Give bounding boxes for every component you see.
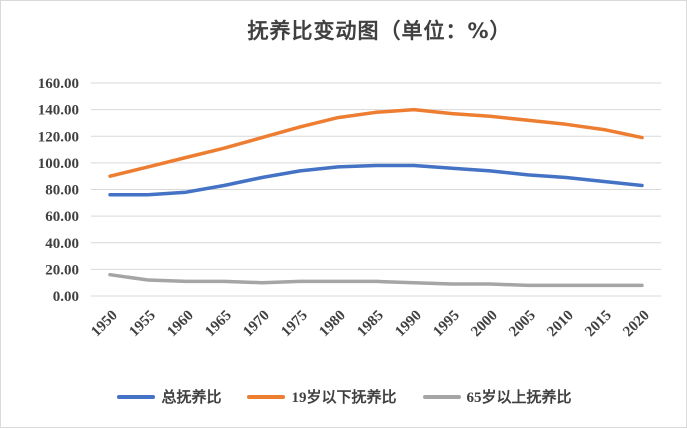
y-tick-label: 0.00: [53, 289, 79, 305]
chart-title: 抚养比变动图（单位：%）: [247, 19, 512, 43]
series-line-1: [108, 107, 644, 178]
x-tick-label: 1990: [392, 308, 425, 341]
y-tick-label: 40.00: [45, 236, 79, 252]
x-tick-label: 1985: [354, 308, 387, 341]
x-tick-label: 1960: [164, 308, 197, 341]
x-tick-label: 1955: [126, 308, 159, 341]
legend-swatch: [117, 394, 156, 399]
x-tick-label: 2000: [468, 308, 501, 341]
y-tick-label: 60.00: [45, 209, 79, 225]
legend-label: 19岁以下抚养比: [291, 390, 397, 406]
x-tick-label: 2005: [506, 308, 539, 341]
y-tick-label: 100.00: [38, 156, 79, 172]
series-line-0: [108, 163, 644, 197]
y-tick-label: 20.00: [45, 262, 79, 278]
x-tick-label: 1950: [88, 308, 121, 341]
y-tick-label: 140.00: [38, 103, 79, 119]
legend-label: 65岁以上抚养比: [466, 390, 572, 406]
legend-item-1: 19岁以下抚养比: [247, 386, 397, 407]
legend: 总抚养比 19岁以下抚养比 65岁以上抚养比: [1, 386, 687, 407]
y-tick-label: 120.00: [38, 129, 79, 145]
series-line-2: [108, 272, 644, 288]
x-tick-label: 2020: [620, 308, 653, 341]
x-tick-label: 1965: [202, 308, 235, 341]
legend-swatch: [247, 394, 286, 399]
x-tick-label: 1995: [430, 308, 463, 341]
x-tick-label: 2010: [544, 308, 577, 341]
legend-item-0: 总抚养比: [117, 386, 221, 407]
legend-label: 总抚养比: [161, 390, 222, 406]
x-tick-label: 1970: [240, 308, 273, 341]
legend-swatch: [422, 394, 461, 399]
x-tick-label: 2015: [582, 308, 615, 341]
legend-item-2: 65岁以上抚养比: [422, 386, 572, 407]
x-tick-label: 1975: [278, 308, 311, 341]
x-tick-label: 1980: [316, 308, 349, 341]
y-tick-label: 160.00: [38, 76, 79, 92]
y-tick-label: 80.00: [45, 183, 79, 199]
